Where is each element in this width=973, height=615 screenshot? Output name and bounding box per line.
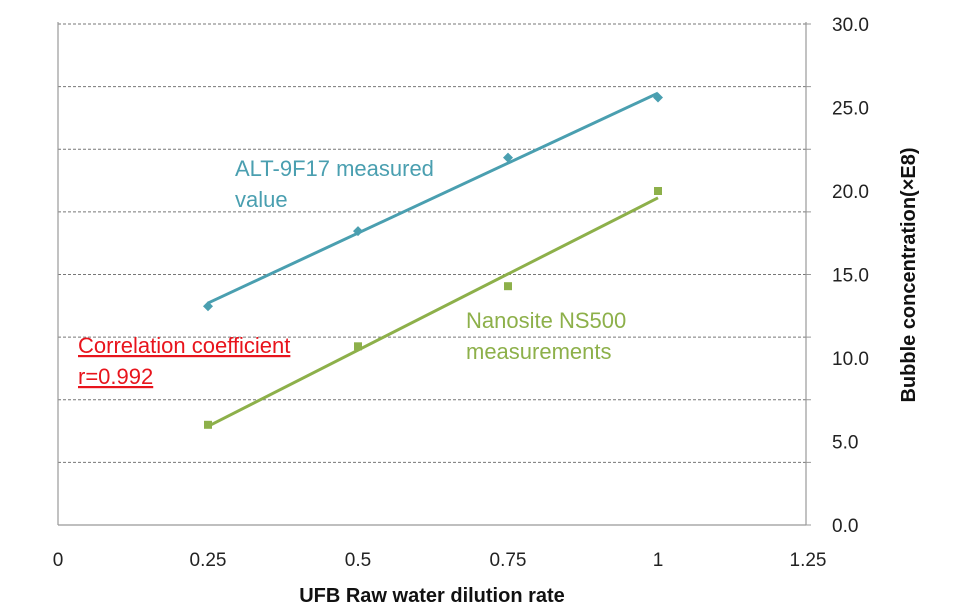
y-tick-label: 5.0: [832, 433, 858, 454]
series-layer: [203, 91, 663, 429]
data-point: [353, 226, 363, 237]
data-point: [503, 152, 513, 163]
data-point: [654, 187, 662, 195]
y-axis-title: Bubble concentration(×E8): [898, 147, 920, 402]
y-tick-label: 20.0: [832, 182, 869, 203]
gridlines: [58, 23, 811, 526]
y-tick-label: 30.0: [832, 15, 869, 36]
data-point: [354, 342, 362, 351]
y-tick-label: 15.0: [832, 266, 869, 287]
trendline-0: [207, 91, 659, 305]
correlation-value: r=0.992: [78, 364, 153, 389]
data-point: [504, 282, 512, 291]
y-tick-labels: 0.0 5.0 10.0 15.0 20.0 25.0 30.0: [832, 15, 869, 537]
x-tick-label: 0.75: [490, 550, 527, 571]
data-point: [203, 301, 213, 312]
x-tick-labels: 0 0.25 0.5 0.75 1 1.25: [53, 550, 827, 571]
correlation-label: Correlation coefficient: [78, 333, 290, 358]
x-tick-label: 0: [53, 550, 64, 571]
x-tick-label: 1.25: [790, 550, 827, 571]
series-label-alt-line1: ALT-9F17 measured: [235, 156, 434, 181]
data-point: [204, 420, 212, 429]
x-tick-label: 1: [653, 550, 664, 571]
x-axis-title: UFB Raw water dilution rate: [299, 585, 565, 607]
series-label-nanosite-line1: Nanosite NS500: [466, 308, 626, 333]
y-tick-label: 25.0: [832, 99, 869, 120]
series-label-nanosite-line2: measurements: [466, 339, 612, 364]
data-point: [653, 92, 663, 103]
x-tick-label: 0.5: [345, 550, 371, 571]
trendline-1: [207, 196, 659, 428]
x-tick-label: 0.25: [190, 550, 227, 571]
series-label-alt-line2: value: [235, 187, 288, 212]
y-tick-label: 0.0: [832, 516, 858, 537]
y-tick-label: 10.0: [832, 349, 869, 370]
